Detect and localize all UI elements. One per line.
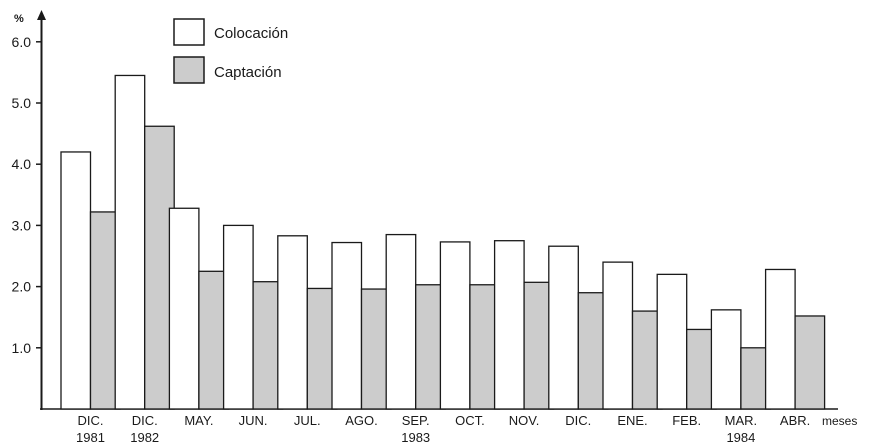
bar-colocacion <box>331 241 363 410</box>
x-tick-labels: DIC. 1981 DIC. 1982 MAY. JUN. JUL. AGO. SEP. 1983… <box>76 413 810 445</box>
legend-swatch-captacion <box>173 56 205 84</box>
x-tick-label-month: JUN. <box>239 413 268 428</box>
x-tick-label-month: ABR. <box>780 413 810 428</box>
bar-colocacion <box>277 235 308 410</box>
x-tick-label-month: DIC. <box>132 413 158 428</box>
bar-colocacion <box>764 268 796 410</box>
bar-colocacion <box>602 261 634 410</box>
y-ticks: 1.0 2.0 3.0 4.0 5.0 6.0 <box>12 34 42 356</box>
x-tick-label-month: DIC. <box>78 413 104 428</box>
bar-colocacion <box>60 151 92 410</box>
y-axis-unit-label: % <box>14 13 24 25</box>
bar-colocacion <box>168 207 200 410</box>
x-tick-label-month: MAY. <box>184 413 213 428</box>
bar-colocacion <box>385 233 417 410</box>
bar-colocacion <box>439 241 471 410</box>
x-tick-label-month: ENE. <box>617 413 647 428</box>
y-tick-label: 6.0 <box>12 34 32 50</box>
x-tick-label-month: OCT. <box>455 413 485 428</box>
bar-colocacion <box>710 309 742 410</box>
bar-colocacion <box>548 245 579 410</box>
x-tick-label-year: 1984 <box>726 430 755 445</box>
legend-swatch-colocacion <box>173 18 205 46</box>
legend-label-colocacion: Colocación <box>214 25 288 42</box>
bar-colocacion <box>493 240 525 410</box>
bar-colocacion <box>114 74 146 410</box>
x-tick-label-month: FEB. <box>672 413 701 428</box>
bars <box>60 74 826 410</box>
x-tick-label-month: SEP. <box>402 413 430 428</box>
legend-label-captacion: Captación <box>214 64 282 81</box>
y-tick-label: 1.0 <box>12 340 32 356</box>
x-tick-label-month: DIC. <box>565 413 591 428</box>
x-tick-label-month: NOV. <box>509 413 540 428</box>
x-tick-label-month: JUL. <box>294 413 321 428</box>
y-tick-label: 2.0 <box>12 279 32 295</box>
bar-colocacion <box>222 224 254 410</box>
y-tick-label: 5.0 <box>12 95 32 111</box>
bar-captacion <box>794 315 826 410</box>
x-tick-label-year: 1982 <box>130 430 159 445</box>
x-tick-label-month: AGO. <box>345 413 378 428</box>
y-tick-label: 3.0 <box>12 217 32 233</box>
x-tick-label-month: MAR. <box>725 413 758 428</box>
x-tick-label-year: 1983 <box>401 430 430 445</box>
y-tick-label: 4.0 <box>12 156 32 172</box>
x-tick-label-year: 1981 <box>76 430 105 445</box>
legend: Colocación Captación <box>173 18 288 84</box>
x-axis-label: meses <box>822 414 857 428</box>
bar-colocacion <box>656 273 688 410</box>
